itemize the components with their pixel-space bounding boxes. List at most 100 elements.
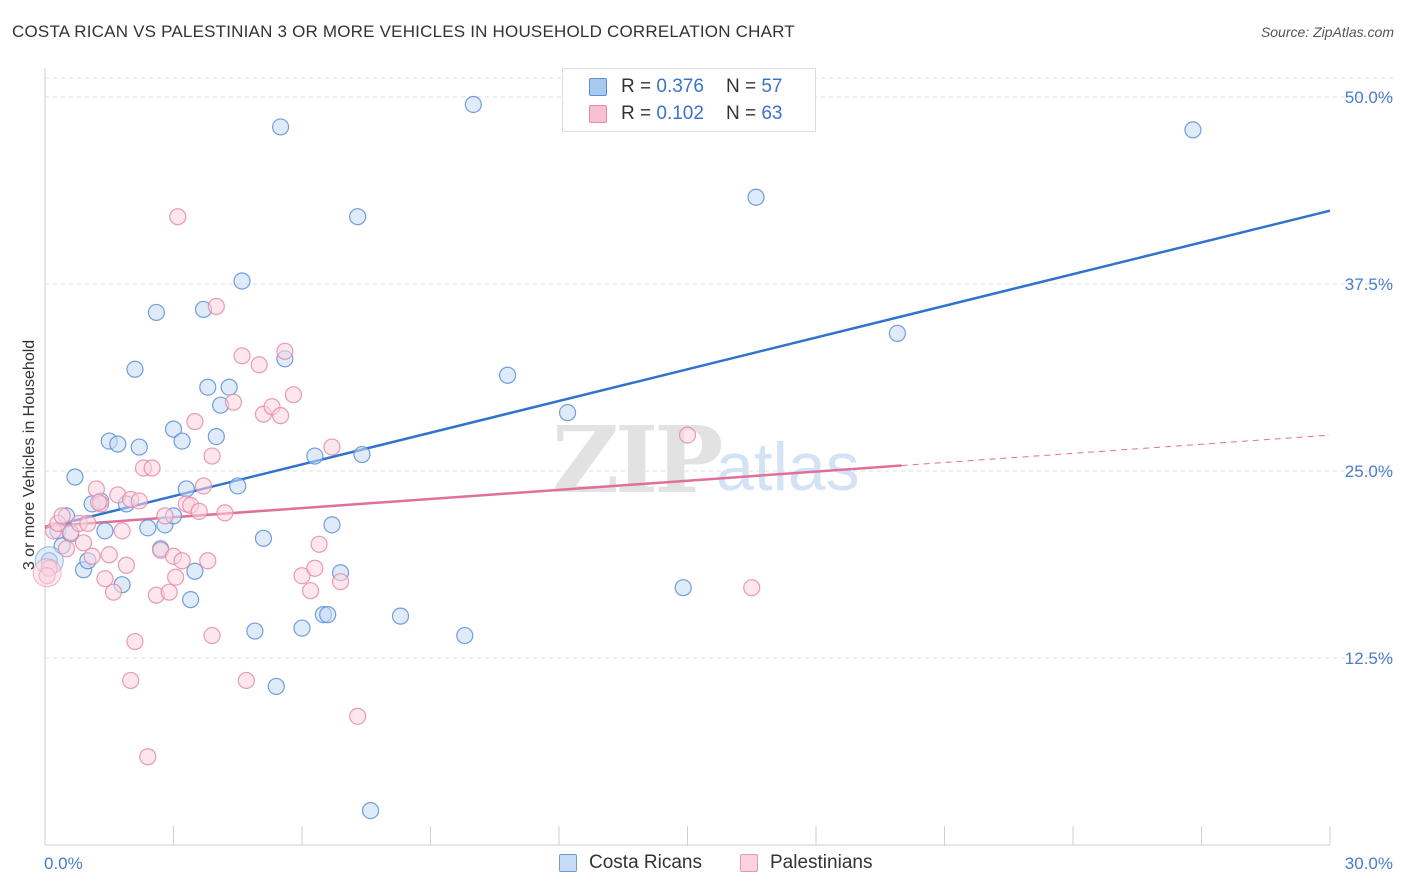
trend-lines (44, 209, 1331, 530)
watermark-atlas: atlas (716, 429, 860, 505)
point-palestinians (173, 552, 191, 570)
point-palestinians (169, 208, 187, 226)
point-costa-ricans (254, 529, 273, 547)
point-costa-ricans (271, 118, 290, 136)
legend-swatch-costa-ricans (589, 78, 607, 96)
point-costa-ricans (353, 445, 371, 464)
legend-r-value: 0.376 (656, 76, 704, 97)
point-costa-ricans (319, 606, 337, 624)
point-palestinians (156, 507, 174, 525)
point-costa-ricans (349, 208, 367, 226)
point-costa-ricans (164, 420, 183, 438)
legend-swatch-palestinians (589, 105, 607, 123)
bottom-legend-palestinians: Palestinians (740, 852, 872, 874)
point-palestinians (224, 393, 243, 411)
point-palestinians (323, 438, 341, 456)
point-palestinians (160, 583, 178, 601)
point-costa-ricans (109, 435, 127, 453)
point-costa-ricans (96, 522, 114, 540)
point-palestinians (301, 582, 320, 600)
point-costa-ricans (558, 404, 577, 422)
y-tick-label: 50.0% (1345, 88, 1393, 107)
point-costa-ricans (186, 562, 204, 580)
point-costa-ricans (293, 619, 311, 637)
y-tick-label: 25.0% (1345, 462, 1393, 481)
point-palestinians-large (32, 558, 62, 588)
point-palestinians (130, 492, 148, 510)
legend-row-palestinians: R = 0.102 N = 63 (589, 101, 782, 127)
point-costa-ricans (888, 324, 906, 342)
point-palestinians (100, 546, 118, 564)
point-palestinians (203, 626, 221, 645)
point-costa-ricans (306, 447, 324, 465)
point-palestinians (199, 552, 217, 570)
bottom-legend-swatch-costa-ricans (559, 854, 577, 872)
point-palestinians (113, 522, 131, 540)
trend-line-palestinians (44, 464, 902, 528)
point-palestinians (284, 386, 303, 404)
bottom-legend-label-costa-ricans: Costa Ricans (589, 852, 702, 873)
point-palestinians (53, 507, 71, 525)
point-palestinians (96, 570, 114, 588)
point-palestinians (143, 459, 161, 477)
y-tick-label: 12.5% (1345, 649, 1393, 668)
point-costa-ricans (139, 519, 157, 537)
watermark-zip: ZIP (552, 406, 721, 514)
point-costa-ricans (246, 622, 264, 640)
point-palestinians (216, 504, 234, 522)
point-palestinians (104, 583, 123, 601)
point-costa-ricans (173, 432, 191, 450)
point-palestinians (310, 535, 328, 553)
point-palestinians (194, 477, 213, 495)
legend-r-label: R = (621, 76, 652, 97)
trend-line-costa-ricans (44, 209, 1331, 530)
point-palestinians (167, 568, 185, 586)
grid-lines (45, 77, 1395, 659)
point-costa-ricans (267, 677, 285, 696)
point-costa-ricans (456, 626, 474, 645)
x-tick-marks (44, 826, 1331, 845)
point-palestinians (83, 547, 101, 565)
point-palestinians (207, 297, 225, 316)
bottom-legend-swatch-palestinians (740, 854, 758, 872)
point-palestinians (276, 342, 294, 360)
point-palestinians (306, 559, 324, 577)
point-costa-ricans (229, 477, 247, 495)
point-costa-ricans (147, 303, 165, 322)
point-costa-ricans (674, 579, 692, 597)
point-palestinians (237, 671, 255, 690)
point-costa-ricans (499, 366, 517, 384)
point-palestinians (74, 534, 93, 552)
legend-n-label: N = (725, 76, 757, 97)
point-palestinians (293, 567, 311, 585)
point-costa-ricans (233, 272, 251, 290)
point-costa-ricans (182, 591, 200, 609)
points-palestinians (32, 208, 761, 766)
point-palestinians (89, 493, 108, 512)
point-palestinians (126, 632, 144, 651)
point-costa-ricans (747, 188, 765, 206)
chart-title: COSTA RICAN VS PALESTINIAN 3 OR MORE VEH… (12, 22, 795, 41)
point-costa-ricans (207, 427, 225, 446)
bottom-legend-costa-ricans: Costa Ricans (559, 852, 702, 874)
y-tick-label: 37.5% (1345, 275, 1393, 294)
point-palestinians (203, 447, 221, 465)
point-palestinians (190, 502, 208, 520)
trend-line-palestinians-extension (901, 434, 1331, 467)
point-costa-ricans (220, 378, 238, 396)
y-axis-label: 3 or more Vehicles in Household (21, 340, 38, 570)
point-palestinians (233, 347, 251, 365)
point-costa-ricans (1184, 121, 1202, 139)
point-costa-ricans (130, 438, 148, 456)
point-palestinians (139, 748, 157, 766)
point-palestinians (271, 407, 290, 425)
legend-row-costa-ricans: R = 0.376 N = 57 (589, 74, 782, 100)
point-palestinians (349, 707, 367, 725)
point-palestinians (117, 556, 135, 574)
point-palestinians (57, 540, 76, 558)
legend-n-value: 63 (761, 103, 783, 124)
watermark: ZIP atlas (552, 406, 860, 514)
x-tick-label-max: 30.0% (1345, 854, 1393, 873)
point-costa-ricans (66, 468, 84, 486)
